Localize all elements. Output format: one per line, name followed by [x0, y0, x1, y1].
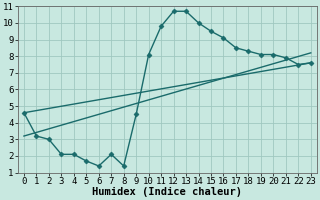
- X-axis label: Humidex (Indice chaleur): Humidex (Indice chaleur): [92, 187, 242, 197]
